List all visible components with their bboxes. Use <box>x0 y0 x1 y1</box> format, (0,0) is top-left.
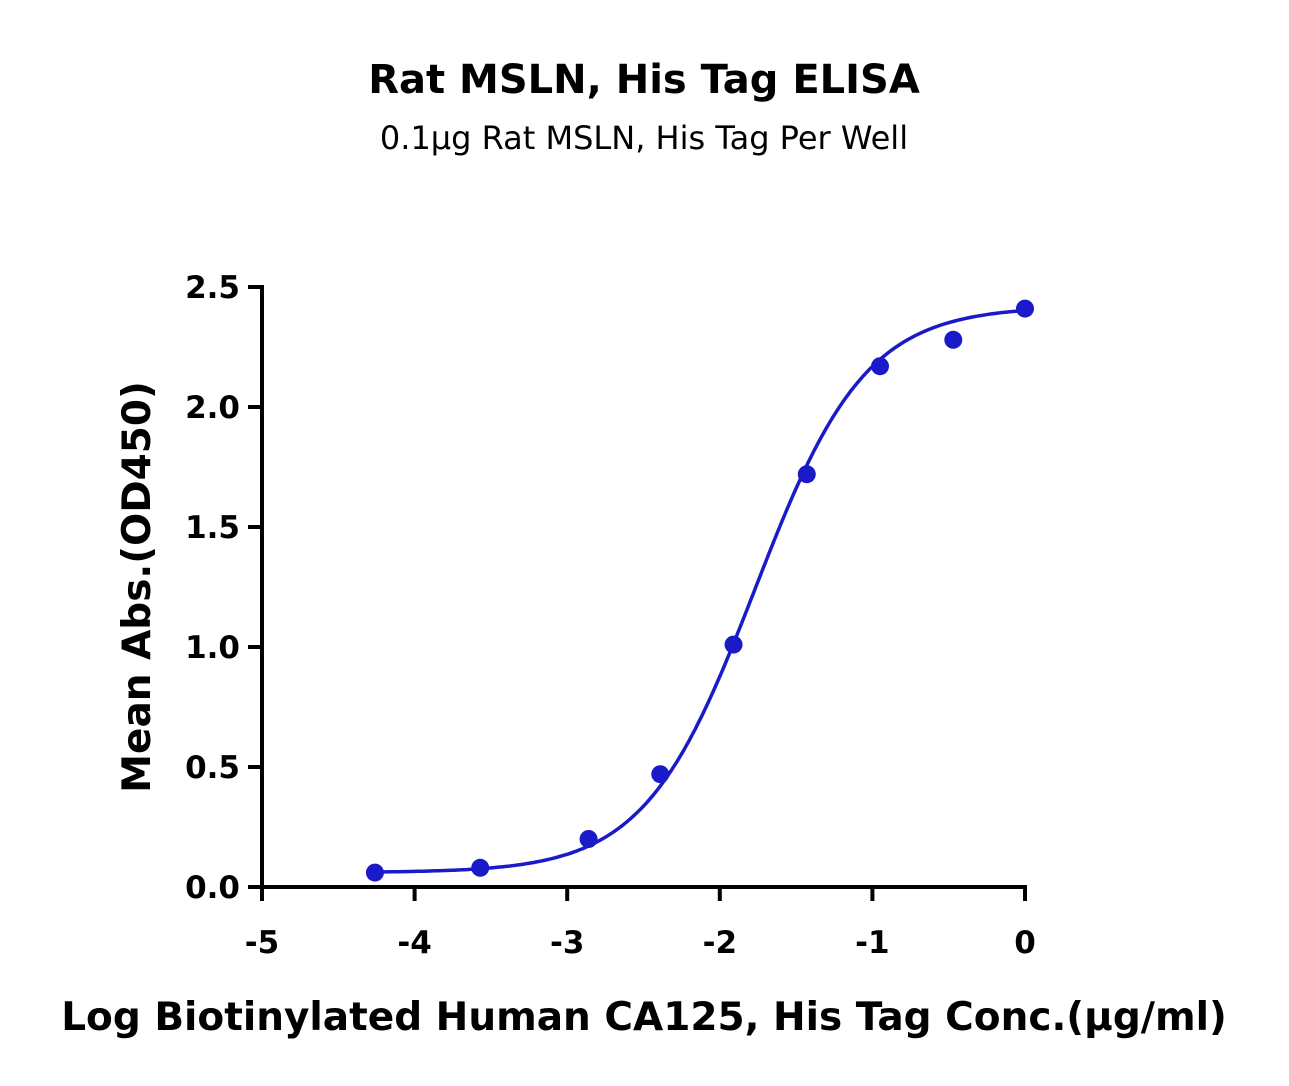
x-tick-label: -1 <box>855 925 889 961</box>
y-tick-label: 2.0 <box>185 390 240 426</box>
y-tick-label: 0.0 <box>185 870 240 906</box>
x-axis-label: Log Biotinylated Human CA125, His Tag Co… <box>61 995 1227 1040</box>
y-tick-label: 0.5 <box>185 750 240 786</box>
data-point <box>651 765 670 784</box>
data-point <box>579 830 598 848</box>
data-point <box>724 635 743 654</box>
fit-curve <box>374 308 1026 874</box>
data-point <box>365 863 384 882</box>
data-point <box>471 858 490 877</box>
data-point <box>871 357 890 376</box>
chart-subtitle: 0.1μg Rat MSLN, His Tag Per Well <box>380 119 908 157</box>
y-tick-label: 1.0 <box>185 630 240 666</box>
data-point <box>944 330 963 349</box>
data-point <box>1016 299 1034 318</box>
x-tick-label: -2 <box>703 925 737 961</box>
x-tick-label: -3 <box>550 925 584 961</box>
x-tick-label: -4 <box>397 925 431 961</box>
x-tick-label: 0 <box>1014 925 1036 961</box>
y-tick-label: 2.5 <box>185 270 240 306</box>
y-tick-label: 1.5 <box>185 510 240 546</box>
x-tick-label: -5 <box>245 925 279 961</box>
y-axis-label: Mean Abs.(OD450) <box>115 381 160 793</box>
data-point <box>797 465 816 484</box>
chart-title: Rat MSLN, His Tag ELISA <box>368 57 920 103</box>
